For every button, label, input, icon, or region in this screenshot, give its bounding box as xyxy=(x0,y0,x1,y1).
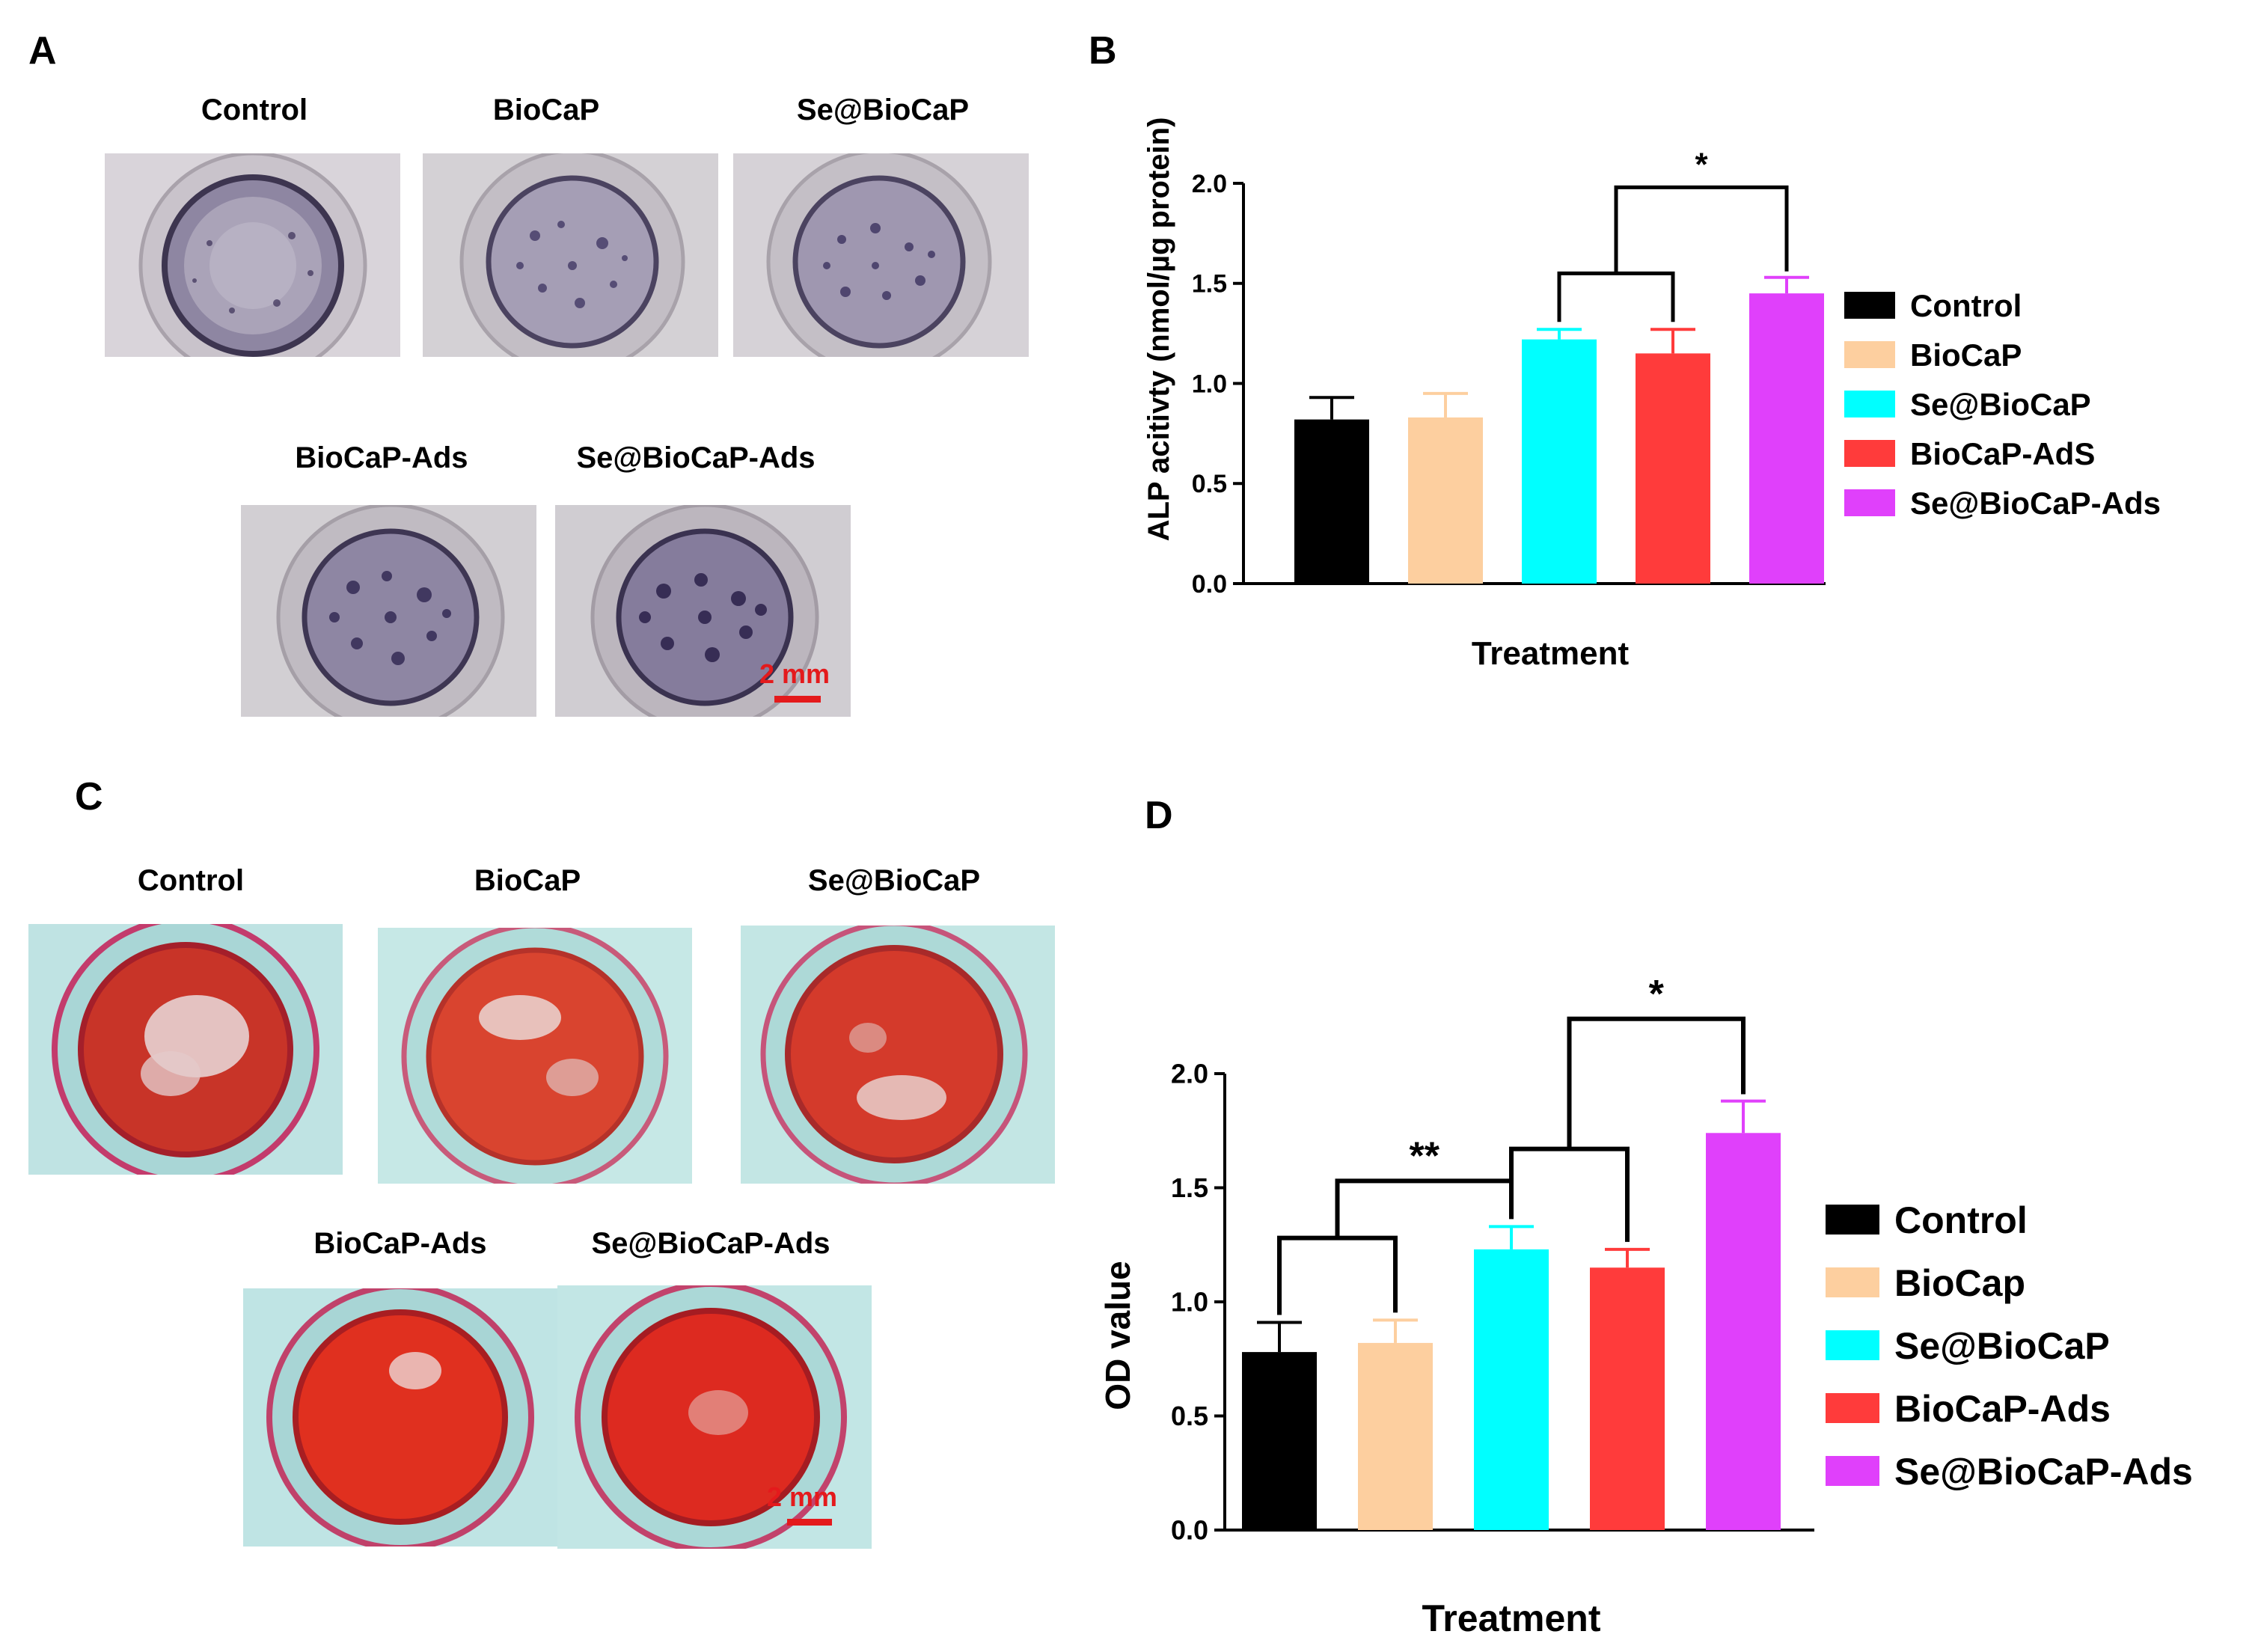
legend-swatch xyxy=(1844,391,1895,417)
ars-well-photo-se-biocap-ads xyxy=(557,1285,872,1549)
alp-activity-chart: ALP acitivty (nmol/µg protein) Treatment… xyxy=(1142,117,2161,672)
well-label-control: Control xyxy=(201,94,308,126)
alp-well-photo-se-biocap xyxy=(733,153,1029,357)
significance-marker: * xyxy=(1695,146,1708,183)
y-tick-label: 0.5 xyxy=(1192,470,1227,498)
alp-well-photo-biocap-ads xyxy=(241,505,536,717)
bar-biocap xyxy=(1358,1342,1433,1530)
legend-label: Se@BioCaP xyxy=(1910,387,2091,422)
bar-se-biocap xyxy=(1522,339,1597,584)
alp-well-photo-control xyxy=(105,153,400,357)
y-tick-label: 1.5 xyxy=(1192,270,1227,299)
legend-swatch xyxy=(1844,341,1895,368)
well-label-se-biocap: Se@BioCaP xyxy=(796,94,970,126)
legend-label: Se@BioCaP-Ads xyxy=(1894,1451,2193,1493)
y-tick-label: 0.0 xyxy=(1192,570,1227,599)
significance-bracket xyxy=(1335,1178,1514,1238)
well-label-se-biocap-ads: Se@BioCaP-Ads xyxy=(576,441,816,474)
well-label-control-c: Control xyxy=(137,864,245,897)
y-axis-label: OD value xyxy=(1098,1261,1137,1410)
y-tick-label: 2.0 xyxy=(1171,1059,1208,1089)
panel-letter-d: D xyxy=(1145,794,1173,837)
scalebar-c xyxy=(787,1519,832,1526)
y-axis-label: ALP acitivty (nmol/µg protein) xyxy=(1142,117,1175,542)
legend-label: BioCaP xyxy=(1910,337,2022,373)
legend-swatch xyxy=(1826,1393,1879,1423)
legend-label: BioCap xyxy=(1894,1262,2025,1304)
panel-letter-c: C xyxy=(75,775,103,819)
significance-marker: * xyxy=(1649,973,1665,1016)
bar-biocap-ads xyxy=(1590,1267,1665,1530)
y-tick-label: 0.5 xyxy=(1171,1401,1208,1431)
well-label-biocap: BioCaP xyxy=(492,94,600,126)
y-tick-label: 1.0 xyxy=(1171,1287,1208,1318)
panel-letter-b: B xyxy=(1089,29,1117,73)
legend-label: Se@BioCaP xyxy=(1894,1325,2110,1367)
legend-label: Se@BioCaP-Ads xyxy=(1910,486,2161,521)
scalebar-a xyxy=(774,696,821,703)
well-label-se-biocap-ads-c: Se@BioCaP-Ads xyxy=(591,1227,830,1260)
y-tick-label: 1.0 xyxy=(1192,370,1227,398)
legend-swatch xyxy=(1826,1205,1879,1235)
bar-se-biocap-ads xyxy=(1706,1133,1781,1530)
legend-swatch xyxy=(1844,292,1895,319)
alp-well-photo-biocap xyxy=(423,153,718,357)
significance-marker: ** xyxy=(1410,1134,1440,1178)
significance-subbracket xyxy=(1277,1235,1398,1315)
bar-control xyxy=(1294,419,1369,584)
y-tick-label: 0.0 xyxy=(1171,1515,1208,1546)
x-axis-label: Treatment xyxy=(1472,635,1630,672)
y-tick-label: 2.0 xyxy=(1192,170,1227,198)
well-label-se-biocap-c: Se@BioCaP xyxy=(807,864,981,897)
panel-letter-a: A xyxy=(28,29,57,73)
legend-swatch xyxy=(1826,1267,1879,1297)
alp-well-photo-se-biocap-ads xyxy=(555,505,851,717)
bar-se-biocap-ads xyxy=(1749,293,1824,584)
ars-well-photo-se-biocap xyxy=(741,926,1055,1184)
significance-subbracket xyxy=(1557,271,1675,322)
scalebar-label-c: 2 mm xyxy=(767,1481,838,1512)
significance-bracket xyxy=(1567,1016,1746,1149)
legend-swatch xyxy=(1844,489,1895,516)
legend-label: BioCaP-Ads xyxy=(1894,1388,2111,1430)
legend-swatch xyxy=(1826,1330,1879,1360)
ars-well-photo-control xyxy=(28,924,343,1175)
well-label-biocap-ads: BioCaP-Ads xyxy=(295,441,468,474)
ars-well-photo-biocap xyxy=(378,928,692,1184)
legend-label: Control xyxy=(1910,288,2022,323)
legend-label: Control xyxy=(1894,1199,2028,1241)
scalebar-label-a: 2 mm xyxy=(759,658,830,689)
x-axis-label: Treatment xyxy=(1422,1597,1601,1639)
od-value-chart: OD value Treatment 0.00.51.01.52.0***Con… xyxy=(1098,973,2193,1639)
y-tick-label: 1.5 xyxy=(1171,1172,1208,1203)
significance-subbracket xyxy=(1509,1146,1630,1242)
legend-swatch xyxy=(1844,440,1895,467)
well-label-biocap-c: BioCaP xyxy=(474,864,581,897)
bar-control xyxy=(1242,1352,1317,1530)
significance-bracket xyxy=(1614,185,1789,274)
well-label-biocap-ads-c: BioCaP-Ads xyxy=(313,1227,487,1260)
legend-swatch xyxy=(1826,1456,1879,1486)
ars-well-photo-biocap-ads xyxy=(243,1288,557,1547)
legend-label: BioCaP-AdS xyxy=(1910,436,2095,471)
bar-biocap xyxy=(1408,417,1483,584)
bar-se-biocap xyxy=(1474,1249,1549,1530)
bar-biocap-ads xyxy=(1636,353,1710,584)
